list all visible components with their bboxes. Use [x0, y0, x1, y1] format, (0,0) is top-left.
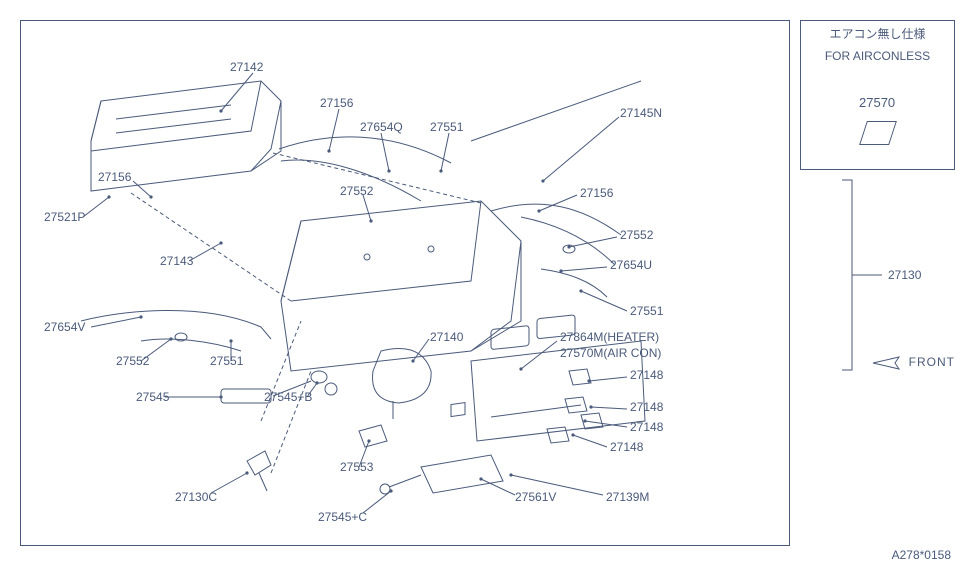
callout-27552: 27552: [116, 354, 149, 368]
callout-27145N: 27145N: [620, 106, 662, 120]
screw-27130c: [247, 451, 271, 491]
inset-part-number: 27570: [859, 95, 895, 110]
callout-27654V: 27654V: [44, 320, 85, 334]
callout-27552: 27552: [620, 228, 653, 242]
inset-text-jp: エアコン無し仕様: [801, 27, 954, 43]
lever-right: [521, 217, 615, 297]
callout-27864M(HEATER): 27864M(HEATER): [560, 330, 659, 344]
callout-27156: 27156: [98, 170, 131, 184]
callout-27545+B: 27545+B: [264, 390, 312, 404]
callout-27545: 27545: [136, 390, 169, 404]
diagram-code: A278*0158: [892, 548, 951, 562]
callout-27148: 27148: [630, 420, 663, 434]
center-housing: [281, 201, 521, 371]
callout-27139M: 27139M: [606, 490, 649, 504]
callout-27521P: 27521P: [44, 210, 85, 224]
callout-27148: 27148: [630, 368, 663, 382]
callout-27545+C: 27545+C: [318, 510, 367, 524]
callout-27140: 27140: [430, 330, 463, 344]
callout-27553: 27553: [340, 460, 373, 474]
inset-text-en: FOR AIRCONLESS: [801, 49, 954, 65]
callout-27654U: 27654U: [610, 258, 652, 272]
callout-27148: 27148: [610, 440, 643, 454]
callout-27570M(AIR CON): 27570M(AIR CON): [560, 346, 661, 360]
inset-part-shape: [859, 121, 897, 145]
lever-left: [81, 310, 271, 351]
assembly-ref-label: 27130: [888, 268, 921, 282]
callout-27143: 27143: [160, 254, 193, 268]
callout-27552: 27552: [340, 184, 373, 198]
part-27553: [359, 425, 387, 447]
front-label-text: FRONT: [909, 355, 955, 369]
parts-svg: [21, 21, 791, 547]
inset-frame: エアコン無し仕様 FOR AIRCONLESS 27570: [800, 20, 955, 170]
projection-lines: [131, 153, 481, 473]
callout-27130C: 27130C: [175, 490, 217, 504]
callout-27551: 27551: [210, 354, 243, 368]
callout-27551: 27551: [430, 120, 463, 134]
callout-27551: 27551: [630, 304, 663, 318]
leader-lines: [83, 73, 627, 513]
callout-27148: 27148: [630, 400, 663, 414]
callout-27654Q: 27654Q: [360, 120, 403, 134]
callout-27561V: 27561V: [515, 490, 556, 504]
front-arrow: FRONT: [871, 355, 955, 371]
diagram-stage: エアコン無し仕様 FOR AIRCONLESS 27570 27130 FRON…: [0, 0, 975, 566]
callout-27142: 27142: [230, 60, 263, 74]
callout-27156: 27156: [320, 96, 353, 110]
callout-27156: 27156: [580, 186, 613, 200]
main-frame: [20, 20, 790, 546]
